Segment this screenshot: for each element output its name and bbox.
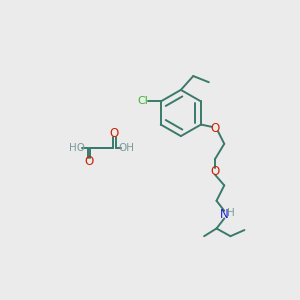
Text: O: O (85, 155, 94, 168)
Text: O: O (210, 122, 220, 135)
Text: HO: HO (69, 143, 85, 153)
Text: N: N (220, 208, 229, 221)
Text: Cl: Cl (137, 96, 148, 106)
Text: OH: OH (118, 143, 135, 153)
Text: O: O (110, 127, 119, 140)
Text: H: H (226, 208, 234, 218)
Text: O: O (210, 165, 220, 178)
